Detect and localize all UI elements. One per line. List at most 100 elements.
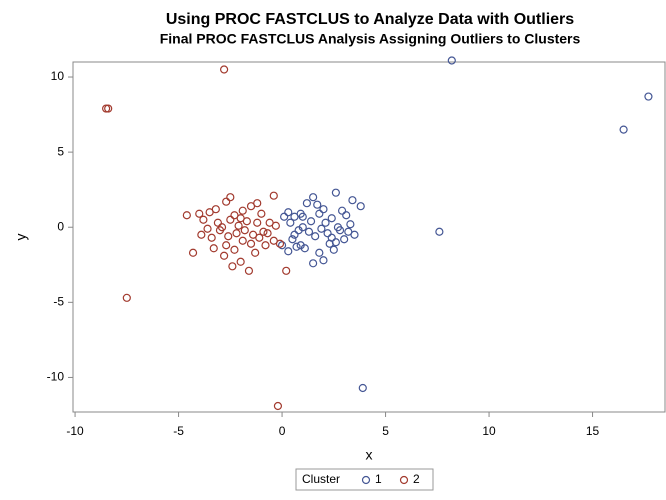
point — [309, 193, 318, 202]
point — [304, 227, 314, 236]
point — [226, 215, 235, 224]
point — [213, 218, 222, 227]
point — [619, 125, 628, 134]
point — [315, 209, 324, 218]
point — [271, 221, 280, 230]
point — [329, 245, 338, 254]
point — [348, 196, 357, 205]
point — [323, 229, 332, 238]
point — [282, 266, 291, 275]
point — [333, 223, 343, 232]
point — [284, 247, 293, 256]
point — [205, 208, 214, 217]
point — [319, 256, 328, 265]
point — [327, 214, 336, 223]
point — [280, 212, 289, 221]
point — [296, 209, 305, 218]
point — [244, 266, 254, 275]
point — [236, 257, 245, 266]
legend-marker — [361, 475, 371, 485]
point — [188, 248, 198, 257]
point — [238, 206, 247, 215]
x-tick-label: -5 — [173, 424, 184, 438]
x-tick-label: -10 — [66, 424, 84, 438]
point — [182, 211, 191, 220]
point — [358, 383, 367, 393]
y-tick-label: 0 — [57, 219, 64, 233]
point — [238, 236, 247, 245]
point — [217, 223, 227, 232]
point — [311, 232, 320, 241]
legend-label: 2 — [413, 472, 420, 486]
point — [222, 197, 231, 206]
point — [209, 244, 218, 253]
point — [435, 227, 444, 236]
point — [251, 248, 260, 257]
chart-title: Using PROC FASTCLUS to Analyze Data with… — [166, 11, 574, 28]
point — [220, 251, 229, 260]
point — [275, 239, 285, 248]
point — [342, 211, 351, 220]
legend-title: Cluster — [302, 472, 340, 486]
point — [346, 220, 355, 229]
point — [315, 248, 324, 257]
point — [273, 401, 283, 411]
point — [220, 65, 229, 74]
point — [340, 235, 349, 244]
point — [232, 229, 241, 238]
point — [236, 214, 245, 223]
point — [122, 293, 131, 302]
point — [253, 199, 262, 208]
point — [257, 209, 266, 218]
point — [321, 218, 330, 227]
point — [234, 221, 243, 230]
legend-label: 1 — [375, 472, 382, 486]
legend-marker — [399, 475, 409, 485]
point — [203, 224, 212, 233]
point — [288, 235, 297, 244]
point — [306, 217, 316, 226]
y-tick-label: -10 — [47, 370, 65, 384]
x-axis-label: x — [366, 447, 373, 463]
plot-frame — [72, 61, 666, 413]
x-tick-label: 15 — [586, 424, 600, 438]
point — [286, 218, 295, 227]
x-tick-label: 5 — [382, 424, 389, 438]
point — [331, 188, 340, 197]
point — [290, 230, 299, 239]
point — [261, 241, 270, 250]
point — [292, 242, 301, 251]
point — [309, 259, 318, 268]
point — [226, 193, 235, 202]
point — [255, 233, 264, 242]
y-tick-label: 5 — [57, 144, 64, 158]
point — [298, 223, 307, 232]
point — [327, 233, 336, 242]
legend-box — [295, 468, 434, 491]
point — [246, 239, 256, 248]
point — [337, 206, 347, 215]
chart-subtitle: Final PROC FASTCLUS Analysis Assigning O… — [160, 31, 581, 47]
y-axis-label: y — [13, 234, 29, 241]
y-tick-label: -5 — [53, 295, 64, 309]
point — [356, 202, 365, 211]
point — [302, 199, 312, 208]
point — [300, 244, 309, 253]
point — [319, 205, 328, 214]
point — [317, 224, 326, 233]
point — [195, 209, 204, 218]
point — [224, 232, 233, 241]
point — [197, 230, 206, 239]
point — [344, 227, 353, 236]
point — [447, 56, 456, 65]
x-tick-label: 0 — [279, 424, 286, 438]
point — [207, 233, 216, 242]
point — [230, 245, 239, 254]
point — [269, 191, 278, 200]
point — [222, 241, 231, 250]
point — [199, 215, 208, 224]
point — [259, 227, 268, 236]
point — [331, 238, 340, 247]
